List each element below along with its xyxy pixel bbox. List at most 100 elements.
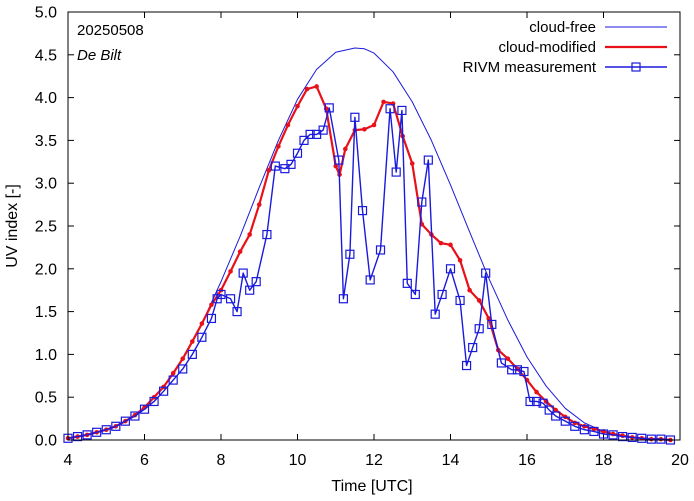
y-tick-label: 4.5 [35, 47, 57, 64]
data-point-rivm-measurement [149, 396, 159, 407]
data-point-rivm-measurement [423, 155, 433, 165]
data-point-cloud-modified [438, 240, 444, 246]
data-point-cloud-modified [228, 269, 233, 274]
data-point-cloud-modified [285, 122, 291, 128]
data-point-cloud-modified [199, 321, 205, 326]
data-point-rivm-measurement [216, 289, 226, 300]
data-point-rivm-measurement [120, 416, 130, 426]
y-tick-label: 1.5 [35, 304, 57, 321]
data-point-cloud-modified [409, 161, 415, 166]
data-point-rivm-measurement [299, 135, 309, 145]
data-point-rivm-measurement [292, 148, 303, 158]
data-point-rivm-measurement [365, 275, 375, 285]
data-point-rivm-measurement [391, 167, 401, 177]
data-point-rivm-measurement [402, 278, 412, 288]
data-point-cloud-modified [276, 144, 281, 149]
y-tick-label: 2.5 [35, 219, 57, 236]
data-point-cloud-modified [543, 399, 549, 404]
data-point-rivm-measurement [437, 289, 447, 300]
data-point-cloud-modified [180, 356, 186, 361]
x-tick-label: 8 [217, 452, 226, 469]
data-point-rivm-measurement [531, 396, 542, 407]
data-point-rivm-measurement [318, 125, 328, 135]
data-point-cloud-modified [371, 122, 377, 128]
data-point-rivm-measurement [197, 332, 207, 342]
data-point-rivm-measurement [270, 161, 280, 171]
data-point-rivm-measurement [238, 268, 248, 278]
data-point-rivm-measurement [187, 349, 197, 359]
data-point-cloud-modified [190, 339, 195, 344]
y-tick-label: 3.0 [35, 176, 57, 193]
data-point-rivm-measurement [474, 324, 484, 334]
y-tick-label: 0.0 [35, 433, 57, 450]
data-point-rivm-measurement [608, 430, 618, 440]
legend-label-cloud-free: cloud-free [529, 19, 596, 36]
data-point-rivm-measurement [589, 426, 599, 437]
y-tick-label: 5.0 [35, 5, 57, 22]
data-point-rivm-measurement [345, 249, 355, 259]
data-point-rivm-measurement [538, 398, 548, 408]
data-point-cloud-modified [362, 126, 367, 132]
x-tick-label: 16 [518, 452, 536, 469]
legend-label-cloud-modified: cloud-modified [498, 39, 596, 56]
data-point-rivm-measurement [656, 434, 666, 444]
data-point-cloud-modified [323, 106, 329, 112]
data-point-rivm-measurement [430, 309, 440, 319]
series-rivm-measurement [63, 103, 676, 445]
y-tick-label: 1.0 [35, 347, 57, 364]
data-point-rivm-measurement [481, 268, 491, 278]
data-point-cloud-modified [448, 242, 453, 248]
data-point-rivm-measurement [579, 425, 589, 435]
x-axis-label: Time [UTC] [331, 478, 412, 495]
data-point-rivm-measurement [130, 411, 140, 421]
data-point-rivm-measurement [168, 375, 178, 385]
data-point-rivm-measurement [305, 129, 315, 140]
data-point-rivm-measurement [262, 229, 272, 240]
data-point-rivm-measurement [637, 433, 647, 443]
data-point-cloud-modified [314, 84, 319, 89]
data-point-rivm-measurement [139, 404, 150, 414]
x-tick-label: 20 [671, 452, 689, 469]
data-point-rivm-measurement [646, 434, 656, 444]
data-point-cloud-modified [170, 370, 176, 376]
data-point-rivm-measurement [334, 155, 344, 165]
data-point-rivm-measurement [544, 405, 554, 415]
data-point-cloud-modified [467, 287, 472, 293]
data-point-cloud-modified [343, 146, 348, 152]
plot-frame [67, 11, 681, 441]
legend: cloud-free cloud-modified RIVM measureme… [463, 19, 667, 76]
data-point-rivm-measurement [159, 386, 169, 396]
data-point-cloud-modified [553, 407, 558, 413]
data-point-rivm-measurement [417, 197, 427, 207]
series-layer [63, 47, 676, 445]
data-point-rivm-measurement [487, 319, 497, 330]
data-point-cloud-modified [237, 249, 243, 254]
data-point-rivm-measurement [178, 364, 188, 374]
data-point-rivm-measurement [82, 430, 92, 440]
data-point-rivm-measurement [357, 205, 368, 216]
data-point-rivm-measurement [324, 103, 334, 113]
data-point-rivm-measurement [455, 295, 465, 306]
data-point-rivm-measurement [570, 421, 580, 431]
data-point-rivm-measurement [445, 264, 456, 274]
data-point-cloud-modified [247, 232, 252, 237]
data-point-cloud-modified [304, 86, 310, 92]
data-point-rivm-measurement [397, 105, 407, 116]
data-point-rivm-measurement [468, 342, 478, 353]
data-point-rivm-measurement [286, 159, 296, 169]
data-point-rivm-measurement [618, 431, 628, 442]
data-point-cloud-modified [505, 356, 511, 361]
y-tick-label: 2.0 [35, 261, 57, 278]
data-point-rivm-measurement [350, 112, 360, 122]
data-point-rivm-measurement [72, 431, 83, 442]
y-tick-label: 3.5 [35, 133, 57, 150]
data-point-rivm-measurement [627, 432, 637, 443]
data-point-rivm-measurement [560, 416, 570, 426]
data-point-rivm-measurement [525, 396, 535, 407]
y-axis-label: UV index [-] [4, 184, 21, 268]
x-tick-label: 10 [289, 452, 307, 469]
station-annotation: De Bilt [77, 47, 122, 64]
data-point-rivm-measurement [225, 294, 236, 304]
data-point-cloud-modified [295, 103, 300, 109]
data-point-rivm-measurement [111, 421, 121, 431]
